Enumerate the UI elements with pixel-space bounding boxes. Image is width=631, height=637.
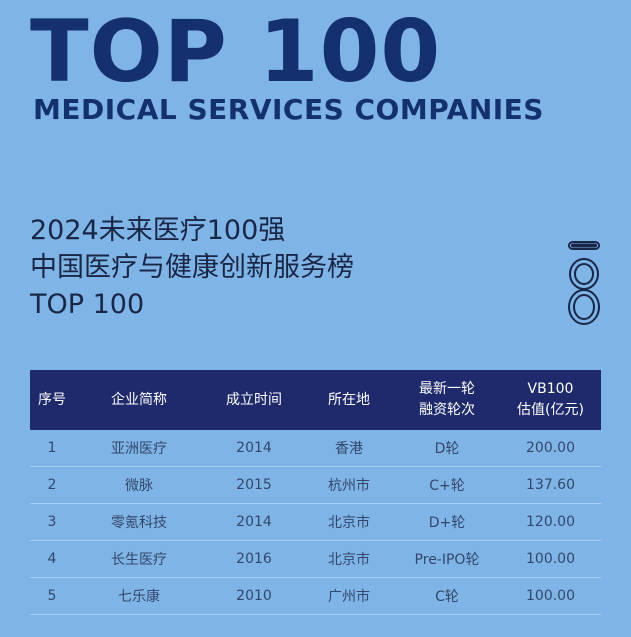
- cell-founded: 2014: [204, 430, 304, 467]
- cell-valuation: 137.60: [500, 466, 601, 504]
- cell-funding-round: C轮: [394, 577, 500, 615]
- category-subtitle: MEDICAL SERVICES COMPANIES: [33, 93, 544, 126]
- header-founded: 成立时间: [226, 391, 282, 408]
- cell-valuation: 200.00: [500, 430, 601, 467]
- main-title: TOP 100: [30, 2, 442, 102]
- cell-valuation: 100.00: [500, 540, 601, 578]
- cell-index: 5: [30, 577, 74, 615]
- header-valuation: VB100 估值(亿元): [500, 370, 601, 430]
- cell-valuation: 120.00: [500, 503, 601, 541]
- cell-founded: 2010: [204, 577, 304, 615]
- cell-location: 香港: [304, 430, 394, 467]
- header-value-line-2: 估值(亿元): [517, 402, 584, 418]
- heading-line-3: TOP 100: [30, 289, 145, 320]
- cell-location: 北京市: [304, 503, 394, 541]
- cell-company-name: 亚洲医疗: [74, 430, 204, 467]
- table-row: 4 长生医疗 2016 北京市 Pre-IPO轮 100.00: [30, 540, 601, 578]
- cell-location: 杭州市: [304, 466, 394, 504]
- table-header-row: 序号 企业简称 成立时间 所在地 最新一轮 融资轮次 VB100 估值(亿元): [30, 370, 601, 430]
- ranking-table: 序号 企业简称 成立时间 所在地 最新一轮 融资轮次 VB100 估值(亿元) …: [30, 370, 601, 615]
- cell-founded: 2015: [204, 466, 304, 504]
- header-index: 序号: [38, 391, 66, 408]
- cell-location: 北京市: [304, 540, 394, 578]
- table-row: 5 七乐康 2010 广州市 C轮 100.00: [30, 577, 601, 615]
- table-row: 3 零氪科技 2014 北京市 D+轮 120.00: [30, 503, 601, 541]
- header-value-line-1: VB100: [527, 381, 574, 397]
- cell-funding-round: C+轮: [394, 466, 500, 504]
- cell-index: 2: [30, 466, 74, 504]
- cell-company-name: 微脉: [74, 466, 204, 504]
- cell-funding-round: Pre-IPO轮: [394, 540, 500, 578]
- heading-line-1: 2024未来医疗100强: [30, 215, 286, 246]
- heading-line-2: 中国医疗与健康创新服务榜: [30, 252, 354, 283]
- cell-founded: 2016: [204, 540, 304, 578]
- table-row: 1 亚洲医疗 2014 香港 D轮 200.00: [30, 430, 601, 467]
- cell-location: 广州市: [304, 577, 394, 615]
- header-funding-round: 最新一轮 融资轮次: [394, 370, 500, 430]
- header-round-line-2: 融资轮次: [419, 402, 475, 418]
- header-location: 所在地: [328, 391, 370, 408]
- cell-company-name: 长生医疗: [74, 540, 204, 578]
- cell-company-name: 零氪科技: [74, 503, 204, 541]
- table-row: 2 微脉 2015 杭州市 C+轮 137.60: [30, 466, 601, 504]
- number-18-outline-icon: [568, 241, 600, 325]
- header-round-line-1: 最新一轮: [419, 381, 475, 397]
- cell-index: 1: [30, 430, 74, 467]
- cell-index: 3: [30, 503, 74, 541]
- cell-valuation: 100.00: [500, 577, 601, 615]
- cell-index: 4: [30, 540, 74, 578]
- cell-founded: 2014: [204, 503, 304, 541]
- cell-funding-round: D+轮: [394, 503, 500, 541]
- cell-company-name: 七乐康: [74, 577, 204, 615]
- ranking-heading: 2024未来医疗100强 中国医疗与健康创新服务榜 TOP 100: [30, 212, 354, 323]
- cell-funding-round: D轮: [394, 430, 500, 467]
- header-company-name: 企业简称: [111, 391, 167, 408]
